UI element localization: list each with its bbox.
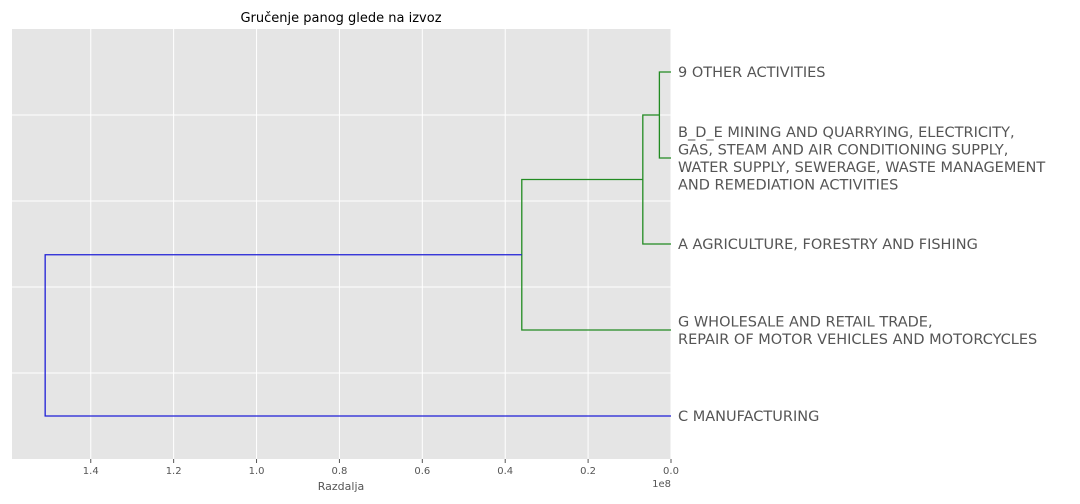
leaf-labels: 9 OTHER ACTIVITIES B_D_E MINING AND QUARR… [678,65,1045,425]
x-axis-label: Razdalja [318,480,365,493]
leaf-label-line: A AGRICULTURE, FORESTRY AND FISHING [678,237,978,253]
leaf-label-line: G WHOLESALE AND RETAIL TRADE, [678,314,933,330]
chart-title: Gručenje panog glede na izvoz [240,11,441,26]
leaf-label-line: 9 OTHER ACTIVITIES [678,65,825,81]
x-tick-label-0: 1.4 [83,466,99,477]
leaf-label-line: WATER SUPPLY, SEWERAGE, WASTE MANAGEMENT [678,160,1045,176]
x-tick-label-5: 0.4 [497,466,513,477]
dendrogram-link-3 [44,254,671,417]
leaf-label-leaf-g: G WHOLESALE AND RETAIL TRADE, REPAIR OF M… [678,314,1037,348]
grid-lines [12,29,672,459]
leaf-label-leaf-bde: B_D_E MINING AND QUARRYING, ELECTRICITY,… [678,125,1045,194]
x-tick-label-2: 1.0 [249,466,265,477]
leaf-label-leaf-9: 9 OTHER ACTIVITIES [678,65,825,81]
x-tick-label-1: 1.2 [166,466,182,477]
leaf-label-line: C MANUFACTURING [678,409,819,425]
x-axis-offset-label: 1e8 [652,479,671,490]
leaf-label-leaf-c: C MANUFACTURING [678,409,819,425]
x-tick-label-6: 0.2 [580,466,596,477]
plot-area [12,29,671,459]
x-axis-ticks: 1.4 1.2 1.0 0.8 0.6 0.4 0.2 0.0 [83,459,679,477]
dendrogram-links [44,71,671,417]
dendrogram-link-0 [658,71,671,159]
leaf-label-line: B_D_E MINING AND QUARRYING, ELECTRICITY, [678,125,1015,141]
leaf-label-line: REPAIR OF MOTOR VEHICLES AND MOTORCYCLES [678,332,1037,348]
x-tick-label-7: 0.0 [663,466,679,477]
x-tick-label-4: 0.6 [414,466,430,477]
leaf-label-line: GAS, STEAM AND AIR CONDITIONING SUPPLY, [678,142,1008,158]
x-tick-label-3: 0.8 [331,466,347,477]
leaf-label-line: AND REMEDIATION ACTIVITIES [678,177,898,193]
leaf-label-leaf-a: A AGRICULTURE, FORESTRY AND FISHING [678,237,978,253]
